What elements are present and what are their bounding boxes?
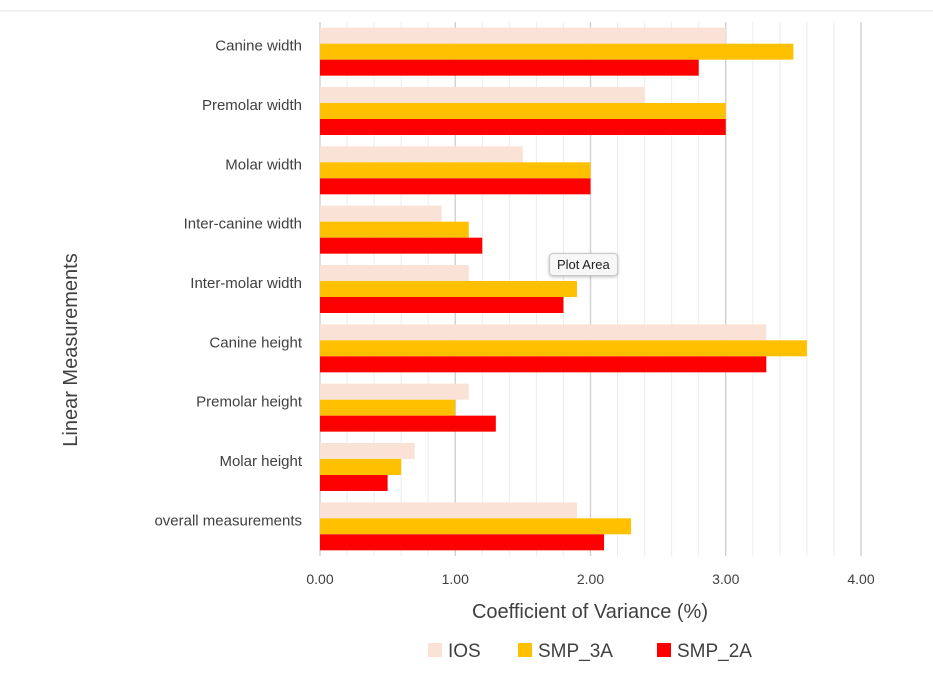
category-label: Inter-molar width bbox=[190, 275, 302, 292]
bar-ios-9[interactable] bbox=[320, 502, 577, 519]
x-tick-label: 1.00 bbox=[442, 571, 469, 587]
bar-smp-2a-2[interactable] bbox=[320, 119, 726, 135]
category-label: Molar width bbox=[225, 156, 302, 173]
x-tick-label: 4.00 bbox=[847, 571, 874, 587]
category-label: Canine height bbox=[209, 334, 302, 351]
bar-smp-3a-5[interactable] bbox=[320, 281, 577, 297]
category-label: Canine width bbox=[215, 38, 302, 55]
category-labels: Canine width Premolar width Molar width Int… bbox=[154, 38, 302, 530]
bars bbox=[320, 27, 807, 551]
category-label: Premolar width bbox=[202, 97, 302, 114]
bar-smp-3a-6[interactable] bbox=[320, 340, 807, 357]
x-axis-title: Coefficient of Variance (%) bbox=[472, 601, 708, 623]
legend-swatch-smp-2a bbox=[657, 643, 671, 657]
bar-smp-3a-8[interactable] bbox=[320, 459, 402, 475]
bar-ios-8[interactable] bbox=[320, 443, 415, 459]
legend-label-smp-2a: SMP_2A bbox=[677, 641, 752, 662]
bar-smp-2a-3[interactable] bbox=[320, 178, 591, 195]
bar-ios-2[interactable] bbox=[320, 87, 645, 103]
category-label: Inter-canine width bbox=[184, 216, 302, 233]
category-label: Premolar height bbox=[196, 394, 303, 411]
bar-ios-4[interactable] bbox=[320, 205, 442, 222]
x-tick-label: 2.00 bbox=[577, 571, 604, 587]
bar-smp-3a-3[interactable] bbox=[320, 162, 591, 179]
legend-swatch-smp-3a bbox=[518, 643, 532, 657]
x-tick-labels: 0.00 1.00 2.00 3.00 4.00 bbox=[306, 571, 874, 587]
y-axis-title: Linear Measurements bbox=[60, 253, 82, 446]
bar-smp-2a-6[interactable] bbox=[320, 356, 767, 373]
bar-smp-2a-7[interactable] bbox=[320, 415, 496, 432]
x-tick-label: 0.00 bbox=[306, 571, 333, 587]
legend: IOS SMP_3A SMP_2A bbox=[428, 641, 752, 662]
legend-label-ios: IOS bbox=[448, 641, 481, 662]
category-label: Molar height bbox=[219, 453, 302, 470]
bar-ios-7[interactable] bbox=[320, 383, 469, 400]
plot-area-tooltip: Plot Area bbox=[549, 253, 618, 276]
bar-smp-3a-4[interactable] bbox=[320, 221, 469, 238]
bar-ios-6[interactable] bbox=[320, 324, 767, 341]
bar-smp-3a-2[interactable] bbox=[320, 103, 726, 119]
x-tick-label: 3.00 bbox=[712, 571, 739, 587]
bar-smp-2a-5[interactable] bbox=[320, 297, 564, 313]
bar-ios-5[interactable] bbox=[320, 265, 469, 281]
category-label: overall measurements bbox=[154, 512, 302, 529]
legend-swatch-ios bbox=[428, 643, 442, 657]
bar-ios-1[interactable] bbox=[320, 27, 726, 44]
bar-smp-2a-8[interactable] bbox=[320, 475, 388, 491]
bar-smp-3a-7[interactable] bbox=[320, 399, 456, 416]
bar-smp-2a-9[interactable] bbox=[320, 534, 605, 551]
bar-smp-2a-4[interactable] bbox=[320, 237, 483, 254]
bar-ios-3[interactable] bbox=[320, 146, 523, 163]
bar-smp-2a-1[interactable] bbox=[320, 59, 699, 76]
bar-smp-3a-9[interactable] bbox=[320, 518, 632, 535]
bar-smp-3a-1[interactable] bbox=[320, 43, 794, 60]
legend-label-smp-3a: SMP_3A bbox=[538, 641, 613, 662]
